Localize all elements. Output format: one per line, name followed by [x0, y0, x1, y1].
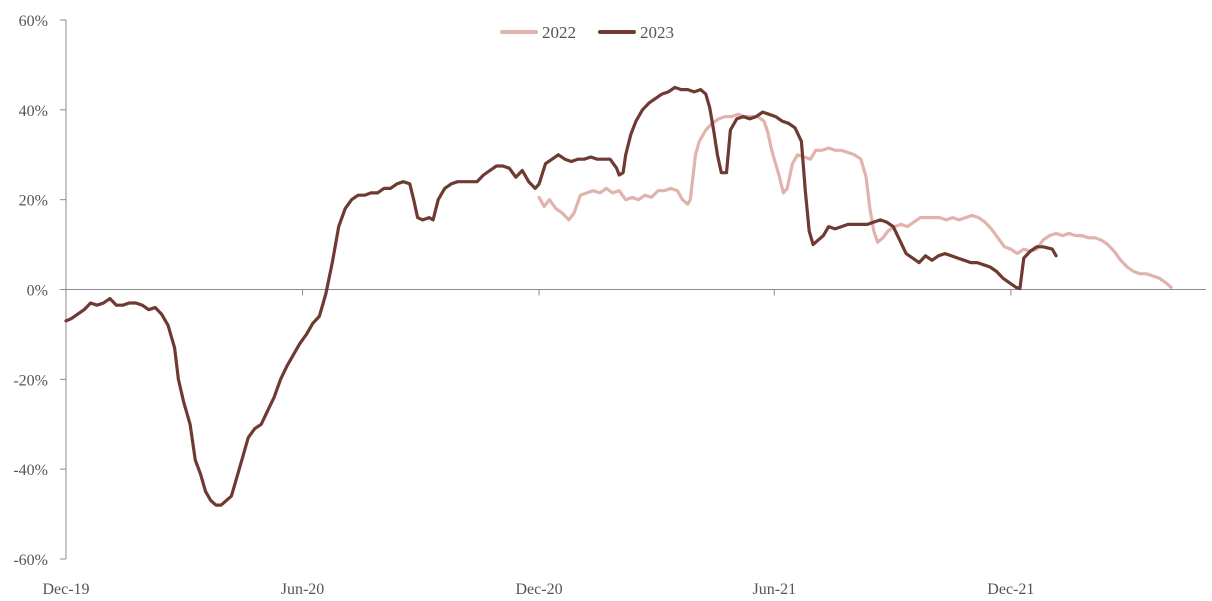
x-tick-label: Dec-21 — [987, 581, 1034, 598]
legend: 2022 2023 — [500, 23, 674, 42]
y-tick-label: -40% — [13, 462, 48, 479]
series-layer — [64, 85, 1173, 507]
y-tick-label: -20% — [13, 372, 48, 389]
x-axis: Dec-19 Jun-20 Dec-20 Jun-21 Dec-21 — [42, 289, 1206, 598]
legend-label-2022: 2022 — [542, 23, 576, 42]
series-line-2022 — [537, 112, 1173, 289]
y-tick-label: 60% — [19, 13, 48, 30]
y-tick-label: -60% — [13, 552, 48, 569]
x-tick-label: Dec-20 — [516, 581, 563, 598]
y-tick-label: 20% — [19, 193, 48, 210]
y-axis: 60% 40% 20% 0% -20% -40% -60% — [13, 13, 67, 569]
x-tick-label: Jun-20 — [281, 581, 325, 598]
x-tick-label: Dec-19 — [42, 581, 89, 598]
series-line-2023 — [64, 85, 1058, 507]
x-tick-label: Jun-21 — [753, 581, 797, 598]
legend-label-2023: 2023 — [640, 23, 674, 42]
y-tick-label: 40% — [19, 103, 48, 120]
y-tick-label: 0% — [27, 283, 48, 300]
